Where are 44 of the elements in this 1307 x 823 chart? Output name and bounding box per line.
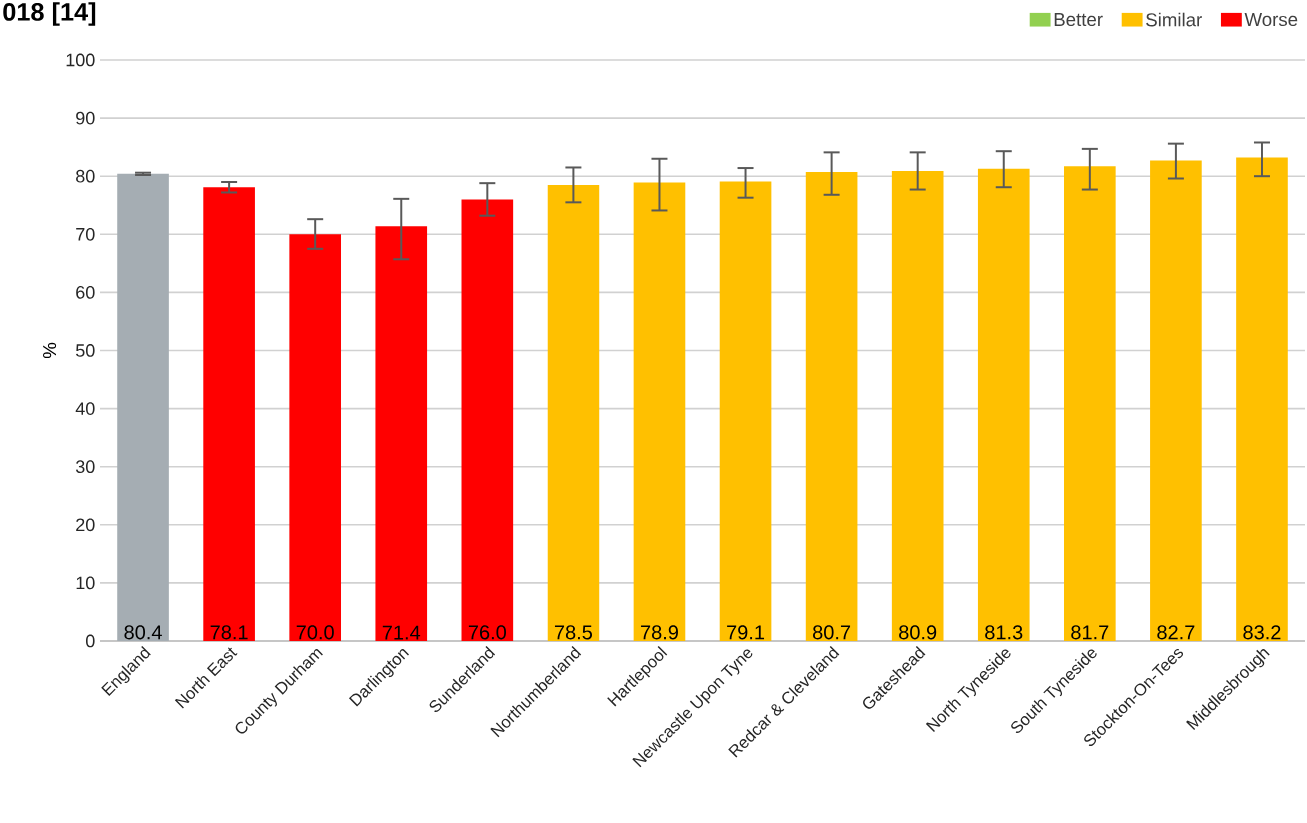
y-tick-label: 30 — [75, 460, 95, 474]
y-tick-label: 20 — [76, 518, 95, 532]
legend-label: Better — [1054, 13, 1103, 27]
data-label: 81.7 — [1071, 625, 1109, 640]
y-tick-label: 50 — [75, 344, 95, 357]
y-tick-label: 80 — [76, 169, 95, 183]
bar — [289, 234, 342, 641]
bar — [1064, 166, 1116, 641]
data-label: 80.4 — [124, 625, 162, 640]
data-label: 78.1 — [210, 625, 248, 640]
data-label: 80.9 — [899, 625, 937, 640]
bar — [719, 181, 772, 641]
data-label: 81.3 — [985, 625, 1023, 640]
bar — [547, 184, 600, 641]
bar — [1236, 157, 1288, 641]
y-tick-label: 0 — [86, 634, 95, 648]
y-tick-label: 10 — [76, 576, 95, 590]
data-label: 71.4 — [382, 625, 421, 640]
data-label: 79.1 — [727, 625, 765, 640]
data-label: 82.7 — [1157, 625, 1195, 640]
data-label: 80.7 — [813, 625, 851, 640]
legend-label: Similar — [1146, 12, 1202, 27]
bar — [891, 170, 944, 641]
legend-label: Worse — [1244, 13, 1298, 27]
data-label: 76.0 — [468, 625, 506, 640]
bar — [805, 172, 858, 641]
bar — [203, 187, 255, 641]
y-tick-label: 60 — [76, 286, 95, 299]
bar — [375, 226, 428, 641]
y-tick-label: 90 — [76, 111, 95, 125]
data-label: 70.0 — [296, 625, 334, 640]
y-tick-label: 40 — [75, 402, 95, 415]
bar — [633, 182, 686, 641]
data-label: 83.2 — [1243, 625, 1281, 640]
bar — [117, 173, 169, 641]
bar — [461, 199, 514, 641]
y-axis-title: % — [43, 342, 57, 359]
data-label: 78.5 — [554, 625, 593, 640]
bar — [1150, 160, 1202, 641]
data-label: 78.9 — [641, 625, 678, 640]
y-tick-label: 100 — [66, 53, 95, 67]
chart-title: 018 [14] — [3, 2, 96, 26]
y-tick-label: 70 — [76, 227, 95, 241]
bar — [977, 168, 1030, 641]
